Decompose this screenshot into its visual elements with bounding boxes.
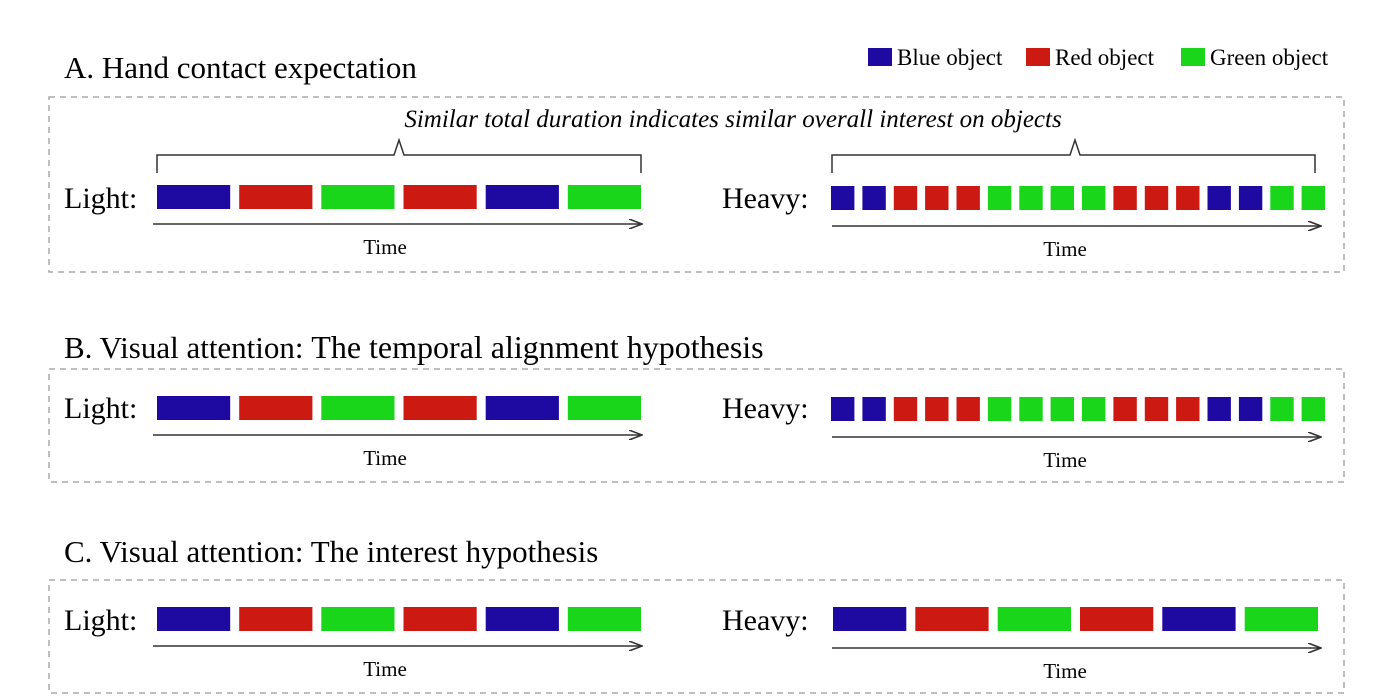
panel-c-heavy-segment-blue [1162,607,1236,631]
panel-b-heavy-segment-blue [1207,397,1231,421]
legend-label-blue: Blue object [897,45,1003,70]
panel-a-heavy-time-label: Time [1043,237,1087,261]
panel-a-light-segment-blue [485,185,559,209]
panel-a-heavy-segment-red [1176,186,1200,210]
panel-b-light-segment-red [403,396,477,420]
panel-b-title-prefix: B. Visual attention: [64,330,311,365]
panel-a-heavy-segment-red [1144,186,1169,210]
panel-b-heavy-segment-green [1082,397,1106,421]
panel-a-heavy-segment-blue [862,186,886,210]
panel-a-heavy-segment-blue [1207,186,1231,210]
panel-c-light-segment-green [321,607,395,631]
panel-b-title-hypothesis: The temporal alignment hypothesis [311,329,763,365]
panel-c-frame [48,579,1345,694]
panel-b-light-segment-blue [157,396,231,420]
legend-label-red: Red object [1055,45,1155,70]
panel-b-heavy-segment-red [1144,397,1169,421]
panel-a-note: Similar total duration indicates similar… [404,106,1061,133]
panel-c-heavy-segment-red [915,607,989,631]
panel-b-heavy-segment-green [1050,397,1074,421]
panel-c: C. Visual attention: The interest hypoth… [48,534,1345,694]
panel-b-light-segment-green [321,396,395,420]
legend-label-green: Green object [1210,45,1329,70]
panel-c-light-segment-red [403,607,477,631]
legend-swatch-green [1181,48,1205,66]
legend: Blue object Red object Green object [868,45,1329,70]
panel-a-heavy-segment-blue [831,186,855,210]
panel-a-heavy-segment-green [1301,186,1325,210]
panel-b-heavy-segment-green [1019,397,1043,421]
panel-a-heavy-segment-red [925,186,949,210]
panel-b-heavy-time-label: Time [1043,448,1087,472]
panel-a-light-segment-blue [157,185,231,209]
panel-c-light-timeline [157,607,641,631]
panel-a-light-label: Light: [64,182,137,215]
heavy-brace [831,137,1316,173]
panel-b-heavy-segment-green [987,397,1012,421]
panel-a-heavy-segment-green [1270,186,1294,210]
panel-b-heavy-segment-green [1270,397,1294,421]
panel-b-heavy-timeline [831,397,1325,421]
panel-c-heavy-label: Heavy: [722,604,809,637]
panel-c-light-segment-blue [157,607,231,631]
panel-a-title: A. Hand contact expectation [64,50,417,85]
panel-b-heavy-segment-red [956,397,980,421]
panel-b: B. Visual attention: The temporal alignm… [48,329,1345,483]
panel-a-light-segment-red [239,185,313,209]
panel-a: A. Hand contact expectation Similar tota… [48,50,1345,273]
panel-c-heavy-segment-red [1080,607,1154,631]
panel-a-light-segment-green [567,185,641,209]
panel-b-light-segment-green [567,396,641,420]
panel-a-light-segment-red [403,185,477,209]
panel-c-light-segment-red [239,607,313,631]
panel-b-heavy-segment-red [925,397,949,421]
panel-b-light-segment-blue [485,396,559,420]
panel-b-frame [48,368,1345,483]
panel-a-heavy-segment-red [956,186,980,210]
panel-a-heavy-segment-green [1019,186,1043,210]
panel-a-heavy-segment-green [1050,186,1074,210]
panel-a-heavy-segment-red [1113,186,1137,210]
panel-b-heavy-segment-blue [831,397,855,421]
legend-swatch-red [1026,48,1050,66]
panel-b-title: B. Visual attention: The temporal alignm… [64,329,764,365]
panel-c-heavy-segment-green [997,607,1071,631]
panel-c-heavy-timeline [833,607,1318,631]
panel-a-heavy-segment-blue [1238,186,1263,210]
panel-c-heavy-segment-blue [833,607,907,631]
panel-a-light-timeline [157,185,641,209]
panel-c-light-time-label: Time [363,657,407,681]
panel-a-heavy-timeline [831,186,1325,210]
panel-a-heavy-segment-green [1082,186,1106,210]
panel-b-heavy-segment-blue [862,397,886,421]
panel-c-heavy-segment-green [1244,607,1318,631]
panel-b-heavy-segment-blue [1238,397,1263,421]
light-brace [156,137,642,173]
panel-b-light-label: Light: [64,392,137,425]
panel-a-light-time-label: Time [363,235,407,259]
panel-b-light-timeline [157,396,641,420]
panel-b-light-time-label: Time [363,446,407,470]
panel-b-heavy-segment-red [893,397,918,421]
panel-a-heavy-segment-green [987,186,1012,210]
panel-b-light-segment-red [239,396,313,420]
panel-b-heavy-segment-red [1176,397,1200,421]
panel-a-heavy-label: Heavy: [722,182,809,215]
panel-c-heavy-time-label: Time [1043,659,1087,683]
panel-c-light-label: Light: [64,604,137,637]
panel-b-heavy-label: Heavy: [722,392,809,425]
panel-a-frame [48,96,1345,273]
panel-b-heavy-segment-red [1113,397,1137,421]
panel-c-light-segment-green [567,607,641,631]
panel-b-heavy-segment-green [1301,397,1325,421]
panel-a-heavy-segment-red [893,186,918,210]
panel-c-light-segment-blue [485,607,559,631]
panel-a-light-segment-green [321,185,395,209]
legend-swatch-blue [868,48,892,66]
panel-c-title: C. Visual attention: The interest hypoth… [64,534,598,569]
